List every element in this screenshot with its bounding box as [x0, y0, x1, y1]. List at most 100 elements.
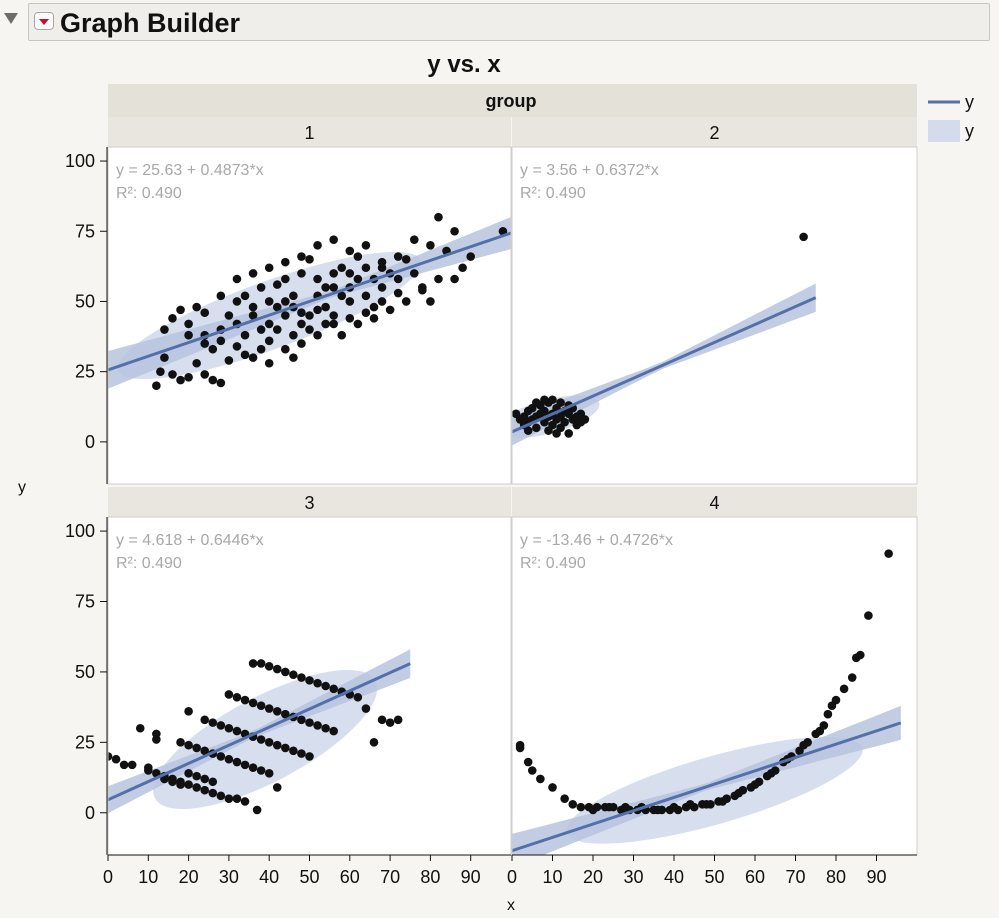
data-point [200, 308, 210, 317]
y-tick-label: 100 [65, 151, 95, 171]
data-point [305, 325, 314, 334]
panel-border [511, 146, 918, 485]
data-point [272, 280, 282, 289]
data-point [297, 339, 306, 348]
data-point [393, 715, 403, 725]
data-point [232, 297, 242, 306]
data-point [313, 678, 322, 688]
data-point [289, 353, 298, 362]
data-point [329, 269, 338, 278]
data-point [361, 704, 371, 713]
panel-strip [108, 117, 511, 147]
panel-2: 2 y = 3.56 + 0.6372*x R²: 0.490 [511, 117, 918, 485]
panel-strip-label: 3 [304, 493, 314, 513]
data-point [385, 305, 395, 315]
data-point [232, 794, 242, 803]
data-point [248, 311, 258, 320]
fit-r-squared: R²: 0.490 [116, 185, 182, 202]
data-point [168, 370, 177, 379]
panel-plot [512, 232, 817, 446]
header-bar: Graph Builder [28, 3, 990, 41]
data-point [281, 344, 290, 354]
data-point [377, 257, 387, 267]
data-point [604, 802, 614, 812]
data-point [111, 754, 121, 764]
data-point [297, 252, 306, 261]
y-axis-1: 0 25 50 75 100 [65, 147, 108, 484]
data-point [224, 723, 234, 733]
y-tick-label: 50 [75, 662, 95, 682]
data-point [345, 269, 355, 278]
group-header-bg [108, 84, 917, 117]
panel-plot [108, 649, 411, 815]
data-point [345, 246, 355, 256]
legend: y y [928, 92, 974, 142]
data-point [240, 291, 250, 301]
x-axis-1: 0 10 20 30 40 50 60 70 80 90 [103, 854, 511, 887]
data-point [108, 752, 113, 761]
data-point [369, 738, 379, 747]
disclosure-triangle-down-icon[interactable] [4, 13, 18, 24]
x-tick-label: 50 [299, 867, 319, 887]
data-point [297, 308, 306, 317]
data-point [401, 297, 411, 306]
data-point [718, 797, 727, 806]
panel-strip-label: 2 [709, 123, 719, 143]
data-point [232, 342, 242, 351]
data-point [272, 664, 282, 674]
data-point [653, 805, 663, 815]
data-point [256, 735, 266, 744]
data-point [297, 269, 306, 278]
data-point [208, 777, 218, 787]
data-point [264, 263, 274, 273]
data-point [329, 235, 338, 244]
y-tick-label: 50 [75, 291, 95, 311]
data-point [305, 752, 314, 761]
data-point [353, 274, 363, 284]
data-point [532, 423, 541, 433]
x-tick-label: 30 [219, 867, 239, 887]
x-tick-label: 20 [179, 867, 199, 887]
fit-r-squared: R²: 0.490 [520, 185, 586, 202]
data-point [313, 305, 322, 315]
data-point [264, 336, 274, 346]
data-point [160, 325, 169, 334]
panel-plot [108, 212, 511, 391]
data-point [184, 319, 193, 329]
x-tick-label: 40 [664, 867, 684, 887]
data-point [119, 760, 129, 770]
data-point [329, 684, 338, 694]
data-point [176, 375, 185, 385]
data-point [409, 269, 419, 278]
data-point [168, 314, 177, 323]
data-point [156, 367, 165, 376]
legend-band-swatch [928, 120, 960, 142]
data-point [248, 698, 258, 708]
fit-line [512, 721, 902, 853]
data-point [377, 283, 387, 292]
data-point [552, 429, 561, 438]
data-point [815, 726, 825, 736]
data-point [272, 707, 282, 716]
data-point [264, 738, 274, 747]
data-point [256, 701, 266, 711]
data-point [329, 319, 338, 329]
x-tick-label: 60 [745, 867, 765, 887]
fit-equation: y = -13.46 + 0.4726*x [520, 532, 673, 549]
data-point [200, 785, 210, 795]
data-point [361, 240, 371, 250]
data-point [856, 650, 865, 660]
red-triangle-menu-button[interactable] [34, 12, 54, 30]
x-tick-label: 30 [623, 867, 643, 887]
data-point [248, 659, 258, 668]
data-point [523, 426, 533, 435]
data-point [232, 692, 242, 702]
x-tick-label: 10 [542, 867, 562, 887]
data-point [289, 746, 298, 756]
y-axis-label: y [18, 479, 26, 496]
data-point [184, 372, 193, 382]
data-point [345, 314, 355, 323]
data-point [240, 695, 250, 705]
data-point [224, 754, 234, 764]
data-point [434, 212, 443, 222]
